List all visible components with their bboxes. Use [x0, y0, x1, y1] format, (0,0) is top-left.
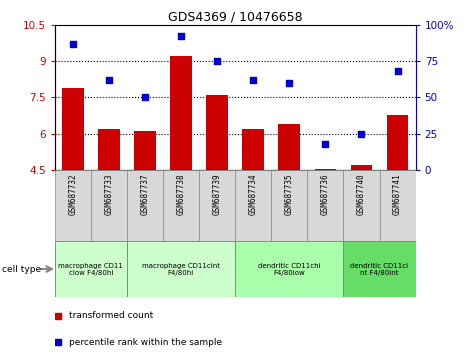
- Bar: [62, 88, 84, 170]
- Point: [249, 77, 257, 83]
- Bar: [387, 115, 408, 170]
- Point: [322, 141, 329, 147]
- Point: [285, 80, 293, 86]
- Bar: [134, 131, 156, 170]
- Text: GSM687733: GSM687733: [104, 173, 113, 215]
- Point: [213, 58, 221, 64]
- Bar: [242, 129, 264, 170]
- Text: GSM687732: GSM687732: [68, 173, 77, 215]
- Bar: [55, 170, 91, 241]
- Bar: [170, 56, 192, 170]
- Text: dendritic CD11ci
nt F4/80int: dendritic CD11ci nt F4/80int: [351, 263, 408, 275]
- Bar: [235, 170, 271, 241]
- Text: GSM687736: GSM687736: [321, 173, 330, 215]
- Bar: [351, 165, 372, 170]
- Point: [177, 34, 185, 39]
- Text: percentile rank within the sample: percentile rank within the sample: [69, 338, 222, 347]
- Text: macrophage CD11cint
F4/80hi: macrophage CD11cint F4/80hi: [142, 263, 220, 275]
- Text: GSM687737: GSM687737: [141, 173, 149, 215]
- Bar: [91, 170, 127, 241]
- Bar: [307, 170, 343, 241]
- Title: GDS4369 / 10476658: GDS4369 / 10476658: [168, 11, 303, 24]
- Bar: [127, 170, 163, 241]
- Bar: [163, 170, 199, 241]
- Text: GSM687738: GSM687738: [177, 173, 185, 215]
- Bar: [343, 170, 380, 241]
- Text: GSM687734: GSM687734: [249, 173, 257, 215]
- Text: macrophage CD11
clow F4/80hi: macrophage CD11 clow F4/80hi: [58, 263, 123, 275]
- Bar: [199, 170, 235, 241]
- Text: GSM687735: GSM687735: [285, 173, 294, 215]
- Bar: [380, 170, 416, 241]
- Bar: [278, 124, 300, 170]
- Point: [69, 41, 76, 46]
- Bar: [206, 95, 228, 170]
- Bar: [235, 241, 343, 297]
- Bar: [271, 170, 307, 241]
- Text: GSM687739: GSM687739: [213, 173, 221, 215]
- Point: [358, 131, 365, 136]
- Bar: [55, 241, 127, 297]
- Text: cell type: cell type: [2, 264, 41, 274]
- Point: [394, 68, 401, 74]
- Point: [105, 77, 113, 83]
- Bar: [127, 241, 235, 297]
- Bar: [314, 169, 336, 170]
- Bar: [98, 129, 120, 170]
- Text: GSM687741: GSM687741: [393, 173, 402, 215]
- Point: [141, 95, 149, 100]
- Text: transformed count: transformed count: [69, 311, 153, 320]
- Point: [264, 218, 272, 224]
- Bar: [343, 241, 416, 297]
- Text: GSM687740: GSM687740: [357, 173, 366, 215]
- Text: dendritic CD11chi
F4/80low: dendritic CD11chi F4/80low: [258, 263, 321, 275]
